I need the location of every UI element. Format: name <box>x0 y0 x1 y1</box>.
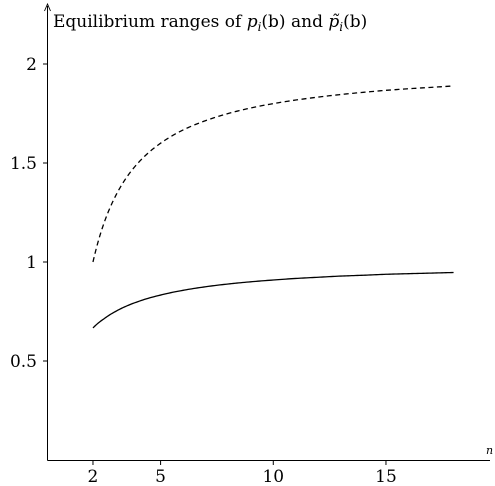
x-tick-label: 10 <box>262 467 284 486</box>
x-tick-label: 5 <box>155 467 166 486</box>
series-group <box>92 85 454 329</box>
y-tick-label: 2 <box>26 55 37 75</box>
axis-ticks: 2 5 10 15 0.5 1 1.5 2 <box>10 55 397 486</box>
series-line-dashed <box>92 85 454 263</box>
series-line-solid <box>92 271 454 329</box>
y-axis-arrow-icon <box>44 2 51 12</box>
x-tick-label: 2 <box>88 467 99 486</box>
y-tick-label: 0.5 <box>10 352 37 372</box>
x-tick-label: 15 <box>375 467 397 486</box>
x-axis-label: n <box>486 444 493 457</box>
y-tick-label: 1 <box>26 253 37 273</box>
chart-title: Equilibrium ranges of pi(b) and p̃i(b) <box>53 12 367 34</box>
y-tick-label: 1.5 <box>10 154 37 174</box>
